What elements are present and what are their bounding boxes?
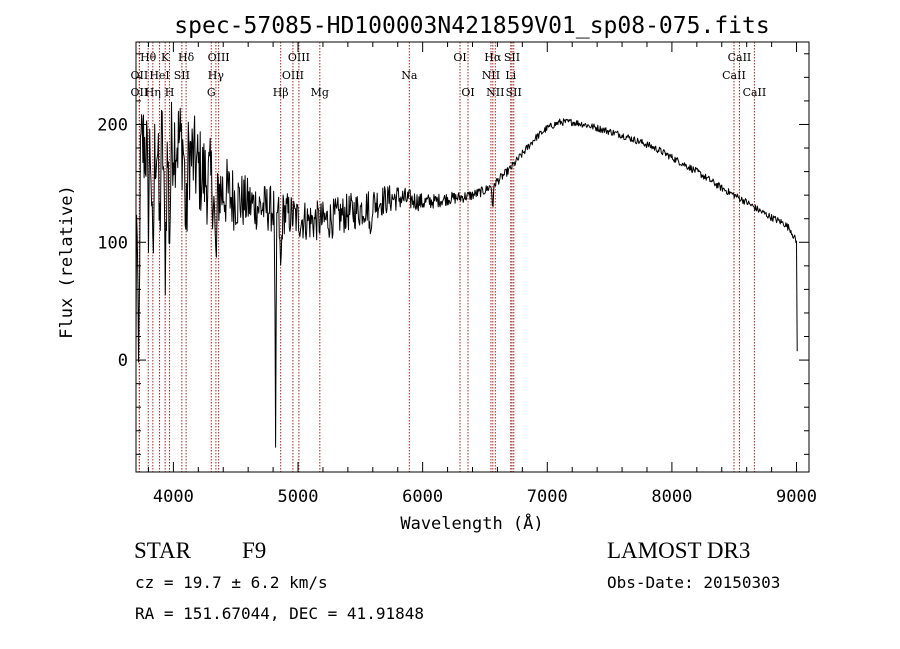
redshift-text: cz = 19.7 ± 6.2 km/s <box>135 573 328 592</box>
x-tick-label: 6000 <box>402 487 443 507</box>
line-marker-label: Na <box>401 69 418 82</box>
line-marker-label: OIII <box>288 51 310 64</box>
line-marker-label: Hθ <box>140 51 157 64</box>
spectrum-series <box>135 101 798 448</box>
line-marker-label: Li <box>505 69 516 82</box>
survey-name: LAMOST DR3 <box>607 538 751 563</box>
x-axis-label: Wavelength (Å) <box>400 512 543 534</box>
line-marker-label: Hη <box>145 86 161 99</box>
line-marker-label: SII <box>504 51 520 64</box>
x-tick-label: 4000 <box>153 487 194 507</box>
line-marker-label: OII <box>131 86 149 99</box>
line-marker-label: Hδ <box>178 51 195 64</box>
spectrum-line <box>135 101 798 448</box>
line-marker-label: CaII <box>743 86 767 99</box>
line-marker-label: OI <box>461 86 474 99</box>
line-marker-label: G <box>207 86 216 99</box>
line-marker-label: NII <box>482 69 500 82</box>
line-marker-label: H <box>165 86 175 99</box>
x-axis: 4000 5000 6000 7000 8000 9000 <box>147 42 817 507</box>
line-marker-label: Hβ <box>273 86 289 99</box>
line-marker-labels: OII OII Hθ Hη HeI K H SII Hδ G Hγ OIII Hβ OIII OIII Mg N… <box>131 51 767 99</box>
line-marker-label: Hα <box>484 51 502 64</box>
line-marker-label: OI <box>453 51 466 64</box>
object-class: STAR <box>134 538 191 563</box>
line-marker-label: CaII <box>728 51 752 64</box>
y-tick-label: 0 <box>118 351 128 371</box>
x-tick-label: 7000 <box>527 487 568 507</box>
line-marker-label: OIII <box>208 51 230 64</box>
line-marker-label: Hγ <box>208 69 225 82</box>
obs-date: Obs-Date: 20150303 <box>607 573 781 592</box>
y-axis: 0 100 200 <box>97 53 809 455</box>
line-marker-label: Mg <box>311 86 329 99</box>
line-marker-label: OIII <box>282 69 304 82</box>
line-marker-label: OII <box>131 69 149 82</box>
y-tick-label: 200 <box>97 115 128 135</box>
y-tick-label: 100 <box>97 233 128 253</box>
line-marker-label: HeI <box>149 69 169 82</box>
y-axis-label: Flux (relative) <box>57 185 77 339</box>
x-tick-label: 5000 <box>278 487 319 507</box>
x-tick-label: 9000 <box>776 487 817 507</box>
line-marker-label: SII <box>174 69 190 82</box>
chart-title: spec-57085-HD100003N421859V01_sp08-075.f… <box>174 13 769 39</box>
line-marker-label: SII <box>506 86 522 99</box>
line-marker-label: CaII <box>722 69 746 82</box>
coordinates: RA = 151.67044, DEC = 41.91848 <box>135 604 424 623</box>
x-tick-label: 8000 <box>651 487 692 507</box>
object-subclass: F9 <box>242 538 267 563</box>
line-markers <box>138 42 755 472</box>
line-marker-label: NII <box>486 86 504 99</box>
line-marker-label: K <box>161 51 170 64</box>
